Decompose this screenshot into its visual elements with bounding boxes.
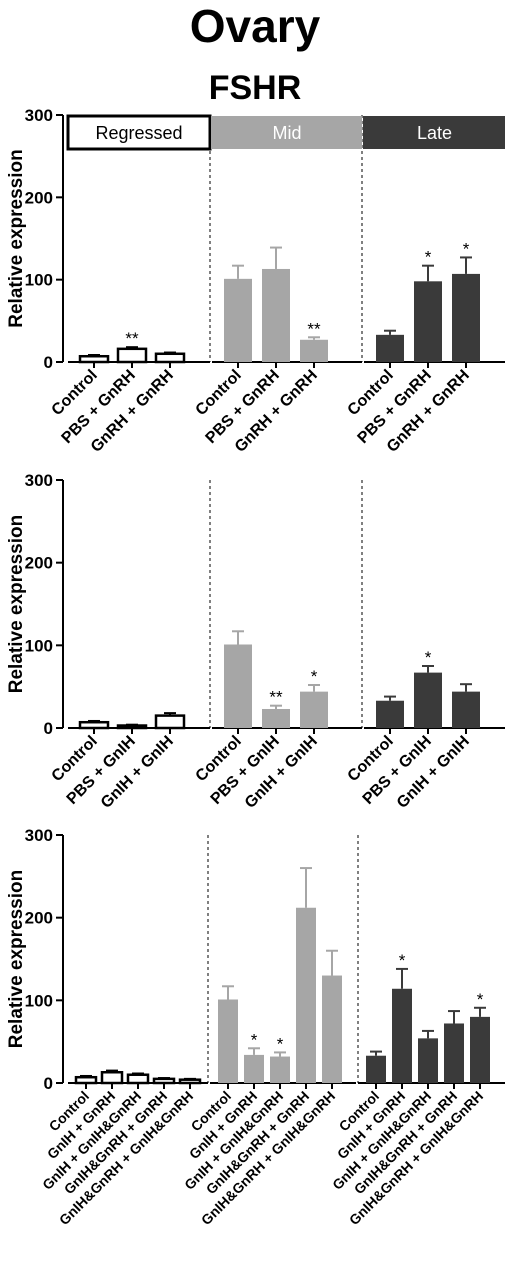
y-tick-label: 200 xyxy=(25,188,53,207)
y-axis-label: Relative expression xyxy=(6,515,27,693)
bar xyxy=(300,691,328,728)
bar xyxy=(262,708,290,728)
significance-marker: ** xyxy=(269,688,283,707)
bar xyxy=(126,1073,150,1085)
bar xyxy=(154,714,186,730)
bar xyxy=(300,339,328,362)
bar xyxy=(78,720,110,730)
y-tick-label: 200 xyxy=(25,909,53,928)
y-tick-label: 100 xyxy=(25,271,53,290)
bar xyxy=(366,1055,386,1083)
significance-marker: * xyxy=(277,1034,284,1053)
y-tick-label: 100 xyxy=(25,991,53,1010)
y-tick-label: 300 xyxy=(25,471,53,490)
significance-marker: * xyxy=(463,239,470,258)
bar xyxy=(262,268,290,362)
bar xyxy=(452,691,480,728)
y-tick-label: 0 xyxy=(44,1074,53,1093)
y-tick-label: 0 xyxy=(44,353,53,372)
bar xyxy=(218,999,238,1083)
bar xyxy=(414,281,442,362)
bar xyxy=(470,1016,490,1083)
bar xyxy=(452,273,480,362)
bar xyxy=(78,354,110,364)
bar xyxy=(224,644,252,728)
y-tick-label: 200 xyxy=(25,554,53,573)
y-tick-label: 100 xyxy=(25,636,53,655)
significance-marker: * xyxy=(425,648,432,667)
significance-marker: * xyxy=(477,990,484,1009)
bar xyxy=(100,1071,124,1085)
group-header-box xyxy=(211,116,362,149)
group-header-label: Regressed xyxy=(95,123,182,143)
bar xyxy=(178,1078,202,1085)
bar xyxy=(296,907,316,1083)
bar xyxy=(74,1075,98,1085)
y-axis-label: Relative expression xyxy=(6,149,27,327)
significance-marker: ** xyxy=(125,329,139,348)
bar xyxy=(444,1023,464,1083)
significance-marker: * xyxy=(399,951,406,970)
bar xyxy=(154,352,186,364)
bar xyxy=(270,1056,290,1083)
bar xyxy=(376,334,404,362)
significance-marker: * xyxy=(311,667,318,686)
bar xyxy=(224,278,252,362)
significance-marker: * xyxy=(251,1030,258,1049)
bar xyxy=(116,724,148,730)
figure-title: Ovary xyxy=(189,0,321,52)
significance-marker: * xyxy=(425,248,432,267)
y-axis-label: Relative expression xyxy=(6,870,27,1048)
figure-subtitle: FSHR xyxy=(208,69,302,107)
y-tick-label: 300 xyxy=(25,106,53,125)
group-header-label: Mid xyxy=(272,123,301,143)
bar xyxy=(322,975,342,1083)
bar xyxy=(152,1077,176,1085)
bar xyxy=(418,1038,438,1083)
bar xyxy=(116,347,148,364)
y-tick-label: 300 xyxy=(25,826,53,845)
bar xyxy=(376,700,404,728)
significance-marker: ** xyxy=(307,319,321,338)
group-header-box xyxy=(363,116,505,149)
group-header-box xyxy=(66,114,212,151)
bar xyxy=(414,672,442,728)
bar xyxy=(244,1054,264,1083)
y-tick-label: 0 xyxy=(44,719,53,738)
group-header-label: Late xyxy=(417,123,452,143)
bar xyxy=(392,988,412,1083)
chart-panel-1: 0 100 200 300 Relative expression Regressed Mi… xyxy=(6,106,505,456)
